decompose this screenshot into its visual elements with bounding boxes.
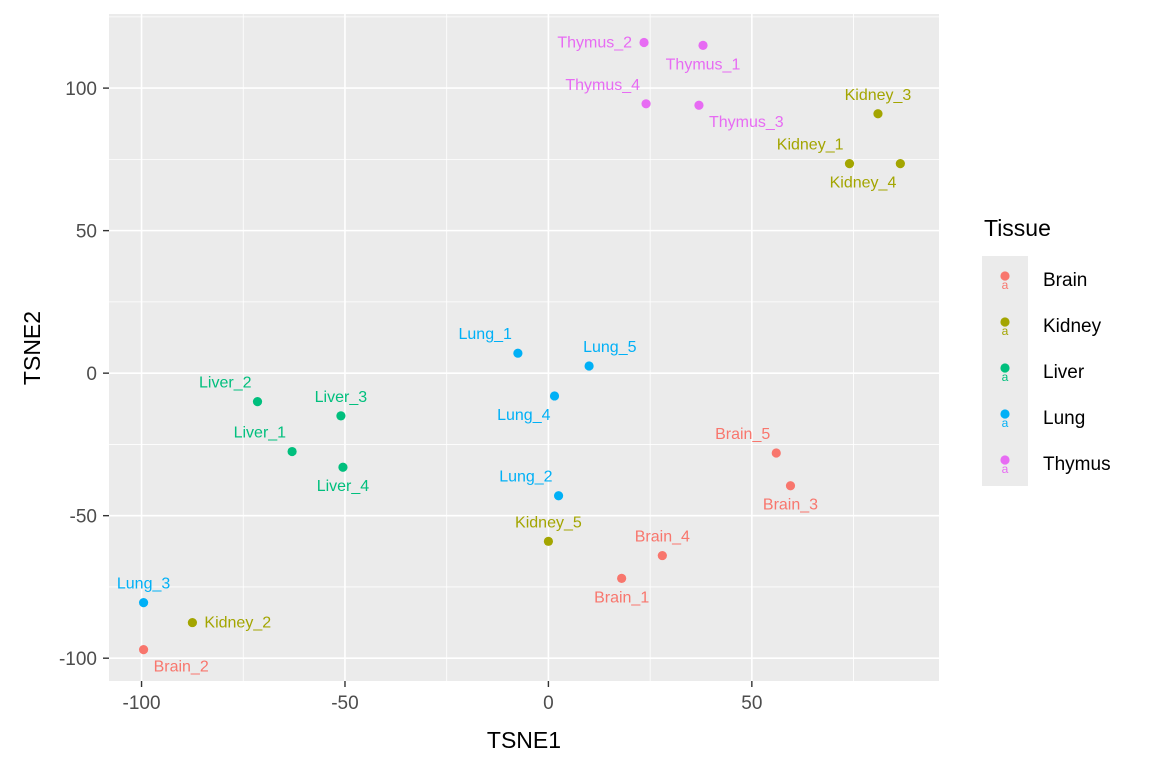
- legend-glyph-brain: a: [1002, 278, 1009, 292]
- x-tick-label: 0: [543, 693, 554, 714]
- point-brain-1: [617, 573, 627, 583]
- grid-major: [109, 14, 939, 681]
- legend-entry-kidney: a Kidney: [1000, 316, 1102, 338]
- legend-entry-liver: a Liver: [1000, 362, 1085, 384]
- x-axis-title: TSNE1: [487, 727, 561, 753]
- point-label-brain-3: Brain_3: [763, 497, 818, 514]
- point-label-lung-3: Lung_3: [117, 576, 170, 593]
- point-kidney-5: [543, 536, 554, 546]
- legend-label-lung: Lung: [1043, 408, 1085, 429]
- point-liver-3: [336, 411, 346, 421]
- point-label-thymus-2: Thymus_2: [557, 35, 632, 52]
- point-label-lung-4: Lung_4: [497, 407, 550, 424]
- point-kidney-2: [187, 617, 198, 628]
- x-axis: -100 -50 0 50: [123, 681, 762, 714]
- point-liver-4: [338, 462, 348, 472]
- point-kidney-3: [873, 109, 883, 119]
- legend-entry-lung: a Lung: [1000, 408, 1085, 430]
- x-tick-label: -100: [123, 693, 161, 714]
- legend-label-brain: Brain: [1043, 270, 1087, 291]
- points-layer: [138, 37, 905, 655]
- x-tick-label: -50: [331, 693, 358, 714]
- legend-glyph-kidney: a: [1002, 324, 1009, 338]
- point-thymus-3: [694, 100, 704, 110]
- legend-point-lung: [1000, 409, 1010, 419]
- point-label-thymus-3: Thymus_3: [709, 114, 784, 131]
- legend-glyph-lung: a: [1002, 416, 1009, 430]
- point-label-kidney-5: Kidney_5: [515, 514, 582, 531]
- y-tick-label: 50: [76, 222, 97, 243]
- point-label-kidney-2: Kidney_2: [204, 615, 271, 632]
- point-labels-layer: Brain_1 Brain_2 Brain_3 Brain_4 Brain_5 Kidne…: [117, 35, 912, 676]
- point-label-lung-5: Lung_5: [583, 339, 636, 356]
- point-brain-3: [785, 481, 796, 491]
- point-lung-3: [138, 598, 149, 608]
- point-lung-1: [513, 348, 523, 358]
- y-tick-label: -50: [70, 507, 97, 528]
- point-label-brain-1: Brain_1: [594, 589, 649, 606]
- legend-label-liver: Liver: [1043, 362, 1085, 383]
- legend-glyph-liver: a: [1002, 370, 1009, 384]
- legend-title: Tissue: [984, 215, 1051, 241]
- point-kidney-4: [895, 159, 905, 169]
- point-thymus-1: [698, 40, 708, 50]
- legend-point-thymus: [1000, 455, 1010, 465]
- point-label-kidney-4: Kidney_4: [830, 175, 897, 192]
- point-brain-2: [138, 645, 149, 655]
- legend-label-thymus: Thymus: [1043, 454, 1111, 475]
- point-thymus-2: [639, 37, 649, 48]
- legend-point-kidney: [1000, 317, 1010, 327]
- point-lung-4: [549, 391, 560, 401]
- legend-glyph-thymus: a: [1002, 462, 1009, 476]
- point-thymus-4: [641, 99, 651, 109]
- legend-entry-brain: a Brain: [1000, 270, 1087, 292]
- point-label-liver-2: Liver_2: [199, 375, 252, 392]
- point-label-liver-3: Liver_3: [315, 389, 368, 406]
- point-label-kidney-1: Kidney_1: [777, 137, 844, 154]
- point-label-thymus-1: Thymus_1: [666, 56, 741, 73]
- point-lung-5: [584, 361, 594, 371]
- legend: Tissue a Brain a Kidney a Liver a Lung a Thymus: [982, 215, 1111, 486]
- point-label-brain-4: Brain_4: [635, 529, 690, 546]
- x-tick-label: 50: [741, 693, 762, 714]
- y-tick-label: 0: [86, 364, 97, 385]
- y-tick-label: 100: [65, 79, 97, 100]
- point-lung-2: [553, 491, 564, 501]
- point-label-brain-2: Brain_2: [154, 659, 209, 676]
- point-label-brain-5: Brain_5: [715, 426, 770, 443]
- point-label-liver-1: Liver_1: [234, 425, 287, 442]
- grid-minor: [109, 14, 939, 681]
- legend-label-kidney: Kidney: [1043, 316, 1102, 337]
- point-brain-5: [771, 448, 781, 458]
- legend-entry-thymus: a Thymus: [1000, 454, 1111, 476]
- legend-point-brain: [1000, 271, 1010, 281]
- point-label-lung-1: Lung_1: [459, 326, 512, 343]
- y-tick-label: -100: [59, 649, 97, 670]
- y-axis: -100 -50 0 50 100: [59, 79, 109, 670]
- plot-panel: [109, 14, 939, 681]
- point-brain-4: [657, 550, 667, 561]
- point-liver-2: [252, 397, 263, 407]
- point-label-liver-4: Liver_4: [317, 478, 370, 495]
- point-label-thymus-4: Thymus_4: [565, 77, 640, 94]
- point-label-lung-2: Lung_2: [499, 469, 552, 486]
- point-label-kidney-3: Kidney_3: [845, 87, 912, 104]
- point-liver-1: [287, 446, 297, 457]
- legend-point-liver: [1000, 363, 1010, 373]
- legend-entries: a Brain a Kidney a Liver a Lung a Thymus: [1000, 270, 1111, 476]
- point-kidney-1: [844, 159, 855, 169]
- y-axis-title: TSNE2: [19, 311, 45, 385]
